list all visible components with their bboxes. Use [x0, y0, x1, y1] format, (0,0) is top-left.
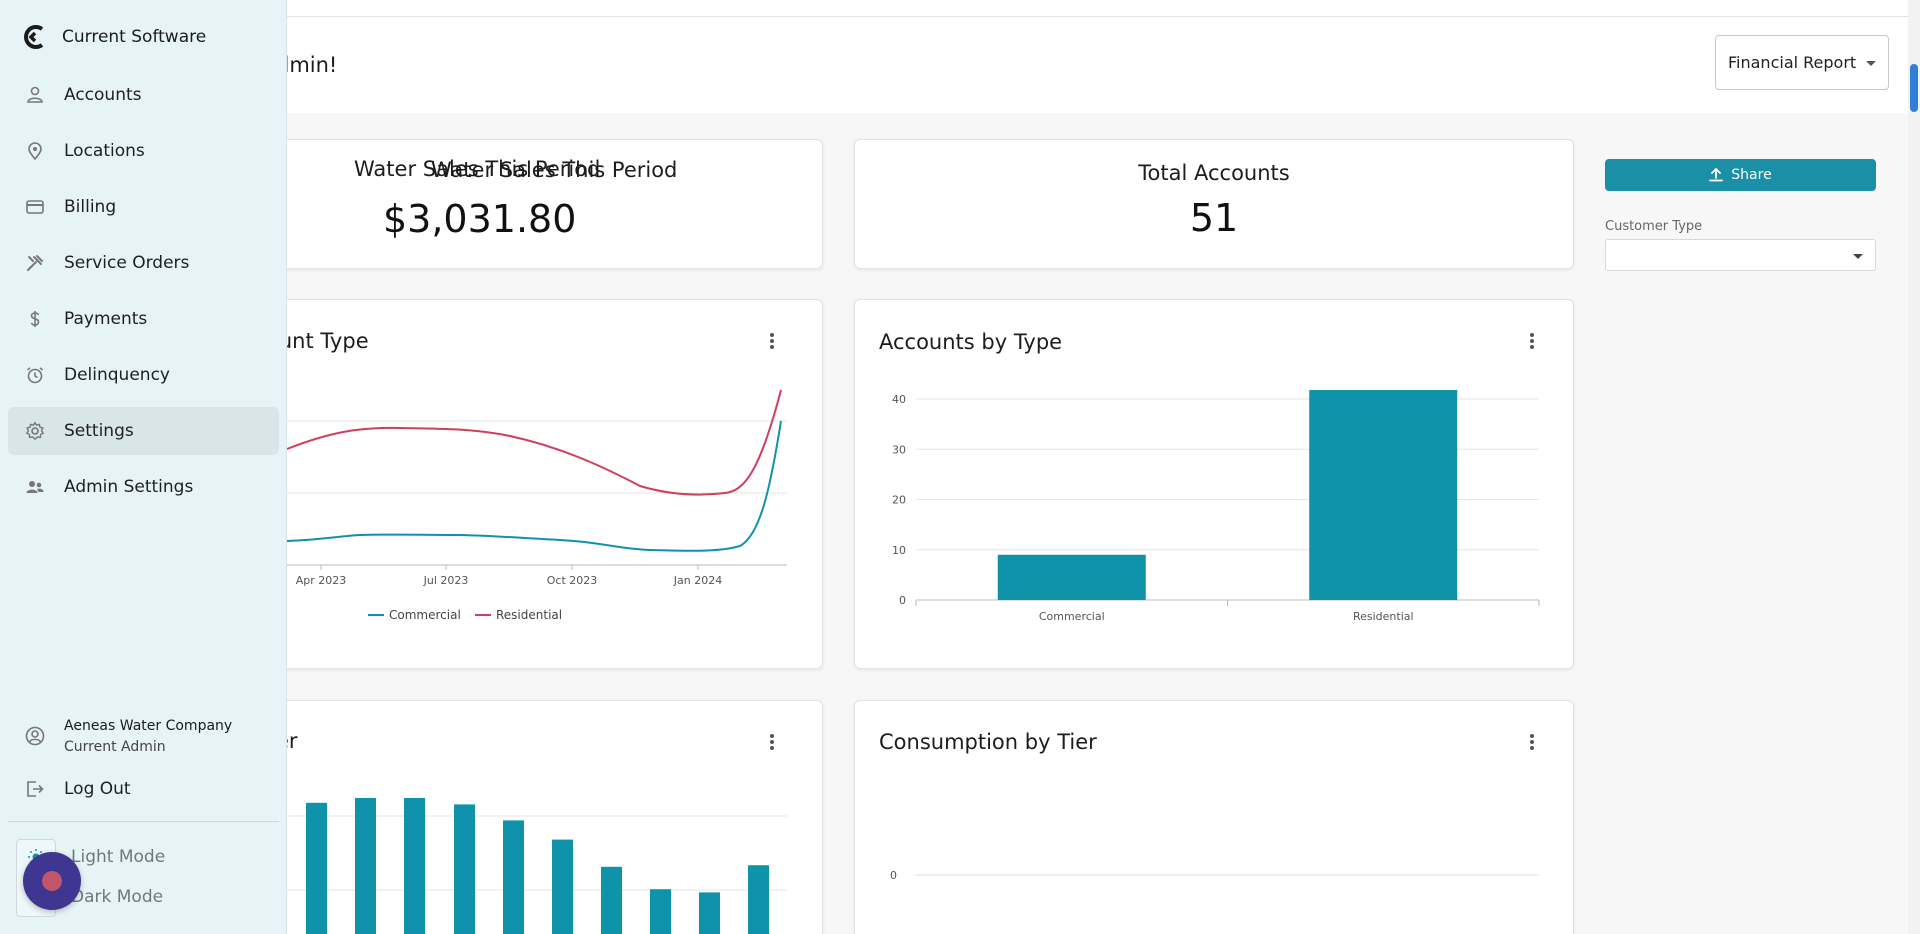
scrollbar[interactable] [1908, 0, 1920, 934]
top-bar [0, 0, 1908, 17]
x-tick-label: Residential [1353, 610, 1414, 623]
tier-bar [552, 839, 573, 934]
consumption-chart: 0 [890, 869, 1539, 882]
brand-name: Current Software [62, 27, 207, 47]
consumption-chart-title: Consumption by Tier [879, 730, 1097, 754]
brand[interactable]: Current Software [22, 24, 206, 50]
y-tick-label: 0 [899, 594, 906, 607]
people-icon [25, 477, 45, 497]
sidebar-item-label: Admin Settings [64, 477, 194, 497]
user-role: Current Admin [64, 739, 166, 755]
sidebar-item-label: Service Orders [64, 253, 190, 273]
tier-bar [748, 865, 769, 934]
sidebar-item-payments[interactable]: Payments [8, 295, 279, 343]
share-label: Share [1731, 167, 1772, 183]
dollar-icon [25, 309, 45, 329]
upload-icon [1709, 168, 1724, 182]
series-line-residential [286, 389, 782, 496]
tier-bar [355, 798, 376, 934]
line-chart: Apr 2023 Jul 2023 Oct 2023 Jan 2024 Commerci… [286, 389, 787, 622]
caret-down-icon [1866, 61, 1876, 66]
caret-down-icon [1853, 254, 1863, 259]
more-vert-icon[interactable] [762, 732, 782, 752]
bar-commercial [997, 554, 1146, 600]
logout-label: Log Out [64, 779, 131, 799]
sidebar-item-label: Delinquency [64, 365, 170, 385]
report-type-value: Financial Report [1728, 53, 1857, 72]
scrollbar-thumb[interactable] [1910, 64, 1918, 112]
location-pin-icon [25, 141, 45, 161]
accounts-by-type-card: Accounts by Type 0 10 20 30 40 Commercial Resi… [854, 299, 1574, 669]
sidebar-item-delinquency[interactable]: Delinquency [8, 351, 279, 399]
tier-bar [601, 866, 622, 934]
y-tick-label: 40 [892, 393, 906, 406]
sidebar-item-billing[interactable]: Billing [8, 183, 279, 231]
dark-mode-option[interactable]: Dark Mode [71, 887, 164, 907]
x-tick-label: Commercial [1039, 610, 1105, 623]
tier-bar [503, 820, 524, 934]
gear-icon [25, 421, 45, 441]
accounts-bar-chart: 0 10 20 30 40 Commercial Residential [892, 390, 1540, 623]
person-icon [25, 85, 45, 105]
customer-type-select[interactable] [1605, 239, 1876, 271]
sidebar-item-settings[interactable]: Settings [8, 407, 279, 455]
sidebar-item-label: Locations [64, 141, 145, 161]
total-accounts-value: 51 [1189, 196, 1239, 240]
tier-bar [650, 889, 671, 934]
legend-label-residential: Residential [496, 608, 562, 622]
water-sales-value: $3,031.80 [383, 197, 577, 241]
x-tick-label: Oct 2023 [547, 574, 598, 587]
sidebar-item-label: Settings [64, 421, 134, 441]
sidebar-item-service-orders[interactable]: Service Orders [8, 239, 279, 287]
sidebar-item-locations[interactable]: Locations [8, 127, 279, 175]
y-tick-label: 10 [892, 544, 906, 557]
customer-type-label: Customer Type [1605, 219, 1703, 234]
credit-card-icon [25, 197, 45, 217]
y-tick-label: 20 [892, 494, 906, 507]
tier-bar [699, 892, 720, 934]
tier-bar [404, 798, 425, 934]
account-circle-icon [25, 726, 45, 746]
total-accounts-card: Total Accounts 51 [854, 139, 1574, 269]
logout-button[interactable]: Log Out [8, 765, 279, 813]
user-profile[interactable]: Aeneas Water Company Current Admin [8, 710, 279, 760]
tools-icon [25, 253, 45, 273]
more-vert-icon[interactable] [1522, 331, 1542, 351]
tier-bar-chart [287, 798, 787, 934]
logo-icon [24, 25, 44, 49]
more-vert-icon[interactable] [762, 331, 782, 351]
x-tick-label: Apr 2023 [296, 574, 347, 587]
sidebar-item-admin-settings[interactable]: Admin Settings [8, 463, 279, 511]
sidebar-item-label: Accounts [64, 85, 142, 105]
sidebar-item-label: Payments [64, 309, 148, 329]
y-tick-label: 30 [892, 443, 906, 456]
legend-label-commercial: Commercial [389, 608, 461, 622]
logout-icon [25, 779, 45, 799]
water-sales-title-text: Water Sales This Period [354, 157, 601, 181]
bar-residential [1309, 390, 1458, 600]
x-tick-label: Jan 2024 [673, 574, 722, 587]
share-button[interactable]: Share [1605, 159, 1876, 191]
alarm-clock-icon [25, 365, 45, 385]
sidebar: Current Software Accounts Locations Bill… [0, 0, 287, 934]
bar-chart-title: Accounts by Type [879, 330, 1063, 354]
chat-launcher-button[interactable] [23, 852, 81, 910]
consumption-by-tier-card: Consumption by Tier 0 [854, 700, 1574, 934]
y-tick-label: 0 [890, 869, 897, 882]
chat-icon [42, 871, 62, 891]
total-accounts-title: Total Accounts [1138, 161, 1290, 185]
more-vert-icon[interactable] [1522, 732, 1542, 752]
series-line-commercial [286, 420, 782, 552]
user-name: Aeneas Water Company [64, 718, 233, 734]
report-type-select[interactable]: Financial Report [1715, 35, 1889, 90]
tier-bar [454, 804, 475, 934]
sidebar-item-accounts[interactable]: Accounts [8, 71, 279, 119]
sidebar-item-label: Billing [64, 197, 117, 217]
sidebar-divider [8, 821, 279, 822]
tier-bar [306, 802, 327, 934]
light-mode-option[interactable]: Light Mode [71, 847, 166, 867]
x-tick-label: Jul 2023 [423, 574, 469, 587]
